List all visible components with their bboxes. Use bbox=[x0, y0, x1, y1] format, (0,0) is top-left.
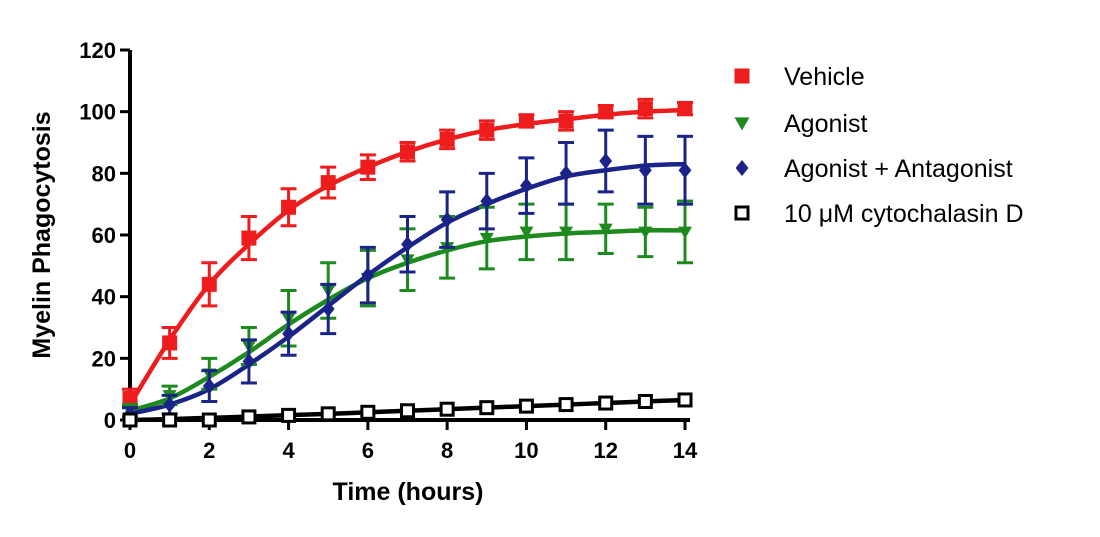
data-point bbox=[163, 396, 177, 413]
data-point bbox=[201, 276, 217, 292]
series-points-3 bbox=[122, 392, 693, 428]
data-point bbox=[598, 395, 614, 411]
data-point bbox=[361, 267, 375, 284]
y-tick-label: 120 bbox=[79, 38, 116, 63]
data-point bbox=[162, 412, 178, 428]
axis-ticks: 0 20 40 60 80 100 120 0 2 4 6 8 10 12 14 bbox=[79, 38, 698, 463]
x-tick-label: 4 bbox=[282, 438, 295, 463]
data-point bbox=[520, 177, 533, 194]
data-point bbox=[320, 406, 336, 422]
data-point bbox=[321, 301, 335, 317]
data-point bbox=[122, 390, 138, 406]
data-point bbox=[558, 397, 574, 413]
data-point bbox=[400, 144, 415, 160]
legend-item: Vehicle bbox=[734, 63, 865, 91]
legend-label: Agonist + Antagonist bbox=[784, 155, 1013, 183]
legend-marker bbox=[734, 68, 750, 84]
data-point bbox=[518, 113, 534, 129]
data-point bbox=[637, 394, 653, 409]
data-point bbox=[598, 104, 614, 120]
data-point bbox=[519, 226, 534, 239]
data-point bbox=[480, 193, 494, 210]
y-tick-label: 100 bbox=[79, 100, 116, 125]
data-point bbox=[638, 162, 652, 179]
data-point bbox=[241, 230, 257, 246]
data-point bbox=[202, 378, 216, 395]
data-point bbox=[282, 325, 295, 342]
data-point bbox=[599, 153, 613, 169]
y-tick-label: 80 bbox=[92, 161, 116, 186]
data-point bbox=[400, 403, 415, 419]
legend-item: Agonist bbox=[734, 110, 867, 138]
x-tick-label: 6 bbox=[362, 438, 374, 463]
plot-area bbox=[122, 97, 693, 428]
data-point bbox=[678, 226, 692, 239]
data-point bbox=[122, 412, 138, 428]
data-point bbox=[518, 398, 534, 414]
series-points-2 bbox=[122, 128, 693, 422]
data-point bbox=[281, 199, 297, 215]
data-point bbox=[201, 412, 217, 428]
legend-marker bbox=[734, 205, 750, 221]
y-tick-label: 0 bbox=[104, 408, 116, 433]
legend-label: Agonist bbox=[784, 110, 867, 138]
data-point bbox=[440, 211, 454, 228]
data-point bbox=[598, 223, 613, 236]
legend: Vehicle Agonist Agonist + Antagonist 10 μM … bbox=[734, 63, 1024, 228]
y-tick-label: 20 bbox=[92, 346, 116, 371]
data-point bbox=[241, 409, 257, 425]
data-point bbox=[281, 407, 297, 423]
data-point bbox=[360, 404, 376, 420]
legend-label: Vehicle bbox=[784, 63, 865, 91]
data-point bbox=[360, 159, 376, 175]
data-point bbox=[479, 232, 494, 246]
x-tick-label: 0 bbox=[124, 438, 136, 463]
data-point bbox=[401, 236, 414, 253]
data-point bbox=[637, 101, 653, 117]
axes: 0 20 40 60 80 100 120 0 2 4 6 8 10 12 14 bbox=[79, 38, 698, 463]
data-point bbox=[320, 175, 336, 191]
data-point bbox=[558, 113, 574, 129]
data-point bbox=[678, 162, 692, 179]
x-tick-label: 10 bbox=[514, 438, 538, 463]
data-point bbox=[479, 122, 495, 138]
y-tick-label: 40 bbox=[92, 285, 116, 310]
data-point bbox=[677, 101, 693, 117]
data-point bbox=[439, 401, 455, 417]
x-tick-label: 14 bbox=[673, 438, 698, 463]
data-point bbox=[242, 353, 256, 370]
y-tick-label: 60 bbox=[92, 223, 116, 248]
x-tick-label: 8 bbox=[441, 438, 453, 463]
data-point bbox=[162, 335, 178, 351]
x-tick-label: 2 bbox=[203, 438, 215, 463]
data-point bbox=[638, 226, 653, 239]
data-point bbox=[439, 131, 455, 147]
data-point bbox=[479, 400, 495, 416]
legend-marker bbox=[734, 117, 750, 131]
legend-label: 10 μM cytochalasin D bbox=[784, 200, 1024, 228]
legend-item: 10 μM cytochalasin D bbox=[734, 200, 1024, 228]
data-point bbox=[677, 392, 693, 408]
x-tick-label: 12 bbox=[593, 438, 617, 463]
legend-marker bbox=[735, 160, 749, 176]
x-axis-title: Time (hours) bbox=[333, 478, 484, 506]
data-point bbox=[559, 165, 573, 182]
data-point bbox=[559, 226, 574, 239]
y-axis-title: Myelin Phagocytosis bbox=[28, 111, 56, 358]
legend-item: Agonist + Antagonist bbox=[735, 155, 1013, 183]
